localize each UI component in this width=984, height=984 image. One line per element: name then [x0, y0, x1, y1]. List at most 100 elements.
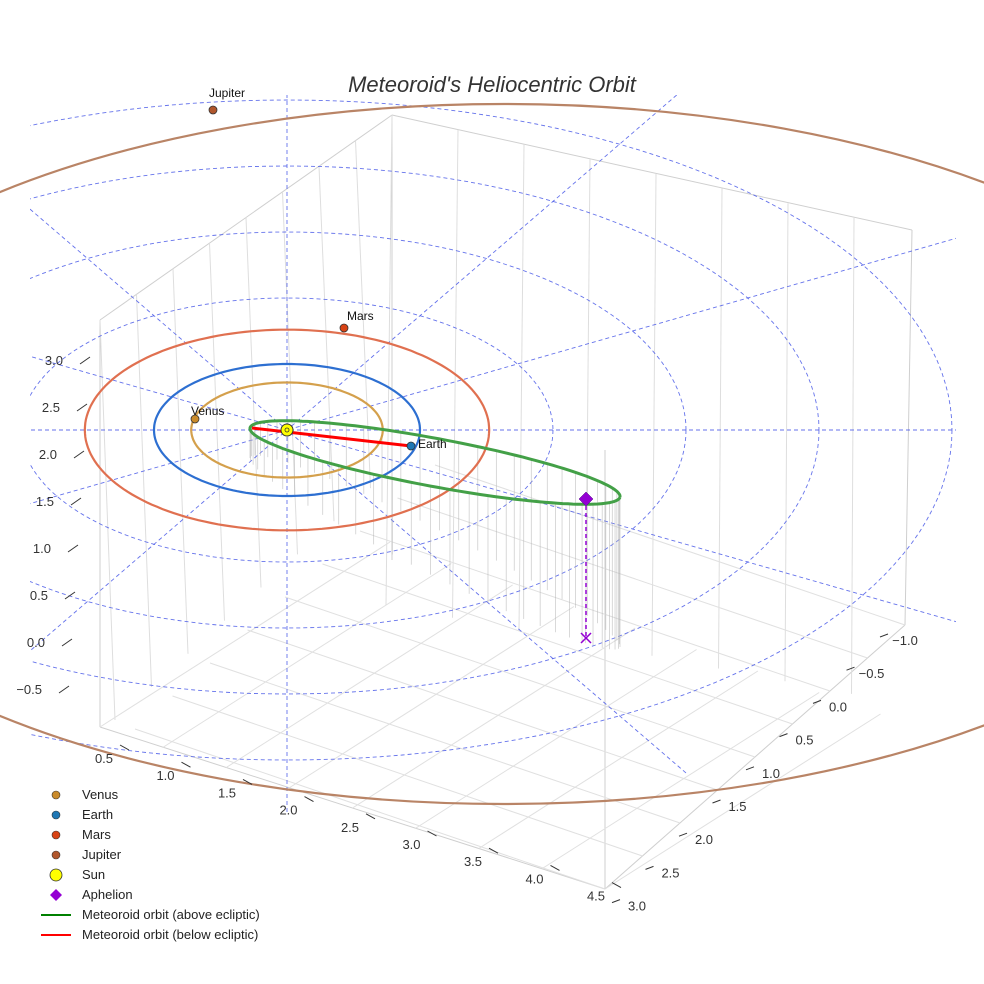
legend-dot: [51, 810, 61, 820]
chart-title: Meteoroid's Heliocentric Orbit: [348, 72, 636, 97]
z-tick-label: 0.5: [30, 588, 48, 603]
y-tick-mark: [645, 865, 654, 870]
legend-dot: [51, 850, 61, 860]
planet-orbits: [0, 103, 984, 805]
z-tick-mark: [76, 403, 88, 412]
grid-line: [289, 606, 575, 789]
legend-label: Venus: [82, 787, 119, 802]
x-tick-mark: [550, 864, 560, 871]
z-tick-label: 2.5: [42, 400, 60, 415]
orbit-jupiter: [0, 103, 984, 805]
grid-line: [322, 563, 793, 725]
planet-marker-earth: [406, 441, 416, 451]
legend-item: Jupiter: [40, 845, 260, 865]
x-tick-mark: [427, 830, 437, 837]
z-tick-label: 0.0: [27, 635, 45, 650]
legend-item: Meteoroid orbit (above ecliptic): [40, 905, 260, 925]
grid-line: [245, 217, 262, 588]
z-tick-mark: [67, 544, 79, 553]
y-tick-label: 0.0: [829, 699, 847, 714]
legend-label: Aphelion: [82, 887, 133, 902]
z-tick-mark: [58, 685, 70, 694]
orbit-earth: [152, 362, 422, 498]
x-tick-label: 1.5: [218, 785, 236, 800]
planet-markers: Venus Earth Mars Jupiter: [190, 86, 447, 451]
y-tick-mark: [712, 799, 721, 804]
y-tick-mark: [812, 699, 822, 704]
box-edge: [904, 229, 913, 626]
x-tick-label: 4.0: [525, 871, 543, 886]
z-tick-label: 2.0: [39, 447, 57, 462]
legend-label: Jupiter: [82, 847, 122, 862]
box-edge: [391, 114, 913, 231]
x-tick-mark: [365, 813, 376, 820]
x-tick-mark: [242, 778, 253, 785]
grid-line: [518, 144, 525, 631]
grid-line: [99, 319, 116, 721]
x-tick-label: 4.5: [587, 889, 605, 904]
x-tick-label: 2.5: [341, 820, 359, 835]
x-tick-mark: [304, 796, 314, 803]
legend-marker: [41, 914, 71, 916]
grid-line: [651, 173, 657, 656]
meteoroid-orbit-above: [248, 419, 622, 506]
grid-line: [318, 166, 335, 522]
reference-radial-line: [30, 237, 956, 505]
aphelion-marker: [578, 491, 594, 507]
legend-marker: [49, 868, 63, 882]
legend-marker: [50, 889, 62, 901]
orbit-venus: [190, 381, 384, 479]
planet-label-mars: Mars: [347, 309, 374, 323]
grid-line: [209, 243, 225, 621]
y-tick-label: 2.0: [695, 832, 713, 847]
legend-marker: [41, 934, 71, 936]
y-tick-label: 1.5: [728, 799, 746, 814]
y-tick-mark: [879, 633, 889, 638]
axis-ticks: 3.0 2.5 2.0 1.5 1.0 0.5 0.0 −0.5 0.5 1.0 1.5 2.0 2.5…: [16, 353, 918, 914]
grid-line: [284, 596, 756, 758]
legend-label: Meteoroid orbit (above ecliptic): [82, 907, 260, 922]
y-tick-mark: [779, 733, 788, 738]
sun-core: [284, 427, 290, 433]
x-tick-label: 1.0: [156, 768, 174, 783]
grid-line: [851, 217, 855, 694]
y-tick-mark: [745, 766, 755, 771]
z-tick-label: 1.5: [36, 494, 54, 509]
y-tick-label: 0.5: [795, 733, 813, 748]
legend-item: Sun: [40, 865, 260, 885]
orbit-mars: [83, 328, 491, 532]
grid-line: [172, 268, 189, 654]
x-tick-mark: [181, 761, 191, 768]
planet-marker-mars: [339, 323, 349, 333]
x-tick-label: 0.5: [95, 751, 113, 766]
meteoroid-orbit-below: [251, 426, 412, 448]
grid-line: [282, 191, 298, 555]
planet-label-venus: Venus: [191, 404, 224, 418]
x-tick-mark: [488, 847, 499, 854]
y-tick-label: 2.5: [661, 865, 679, 880]
meteoroid-orbit: [248, 419, 622, 644]
grid-line: [136, 294, 152, 687]
y-tick-label: −0.5: [859, 666, 885, 681]
legend-item: Meteoroid orbit (below ecliptic): [40, 925, 260, 945]
reference-radial-line: [30, 355, 956, 623]
x-tick-label: 3.0: [402, 837, 420, 852]
grid-line: [718, 188, 723, 669]
legend-sun: [49, 868, 63, 882]
legend-item: Mars: [40, 825, 260, 845]
grid-line: [478, 670, 759, 849]
z-tick-mark: [70, 497, 82, 506]
legend: Venus Earth Mars Jupiter Sun Aphelion Meteoroi…: [40, 785, 260, 945]
legend-marker: [51, 790, 61, 800]
legend-marker: [51, 850, 61, 860]
legend-dot: [51, 830, 61, 840]
grid-line: [209, 662, 681, 824]
grid-line: [225, 584, 513, 768]
grid-line: [784, 203, 789, 682]
legend-marker: [51, 810, 61, 820]
z-tick-label: 3.0: [45, 353, 63, 368]
legend-marker: [51, 830, 61, 840]
z-tick-label: −0.5: [16, 682, 42, 697]
planet-marker-jupiter: [208, 105, 218, 115]
